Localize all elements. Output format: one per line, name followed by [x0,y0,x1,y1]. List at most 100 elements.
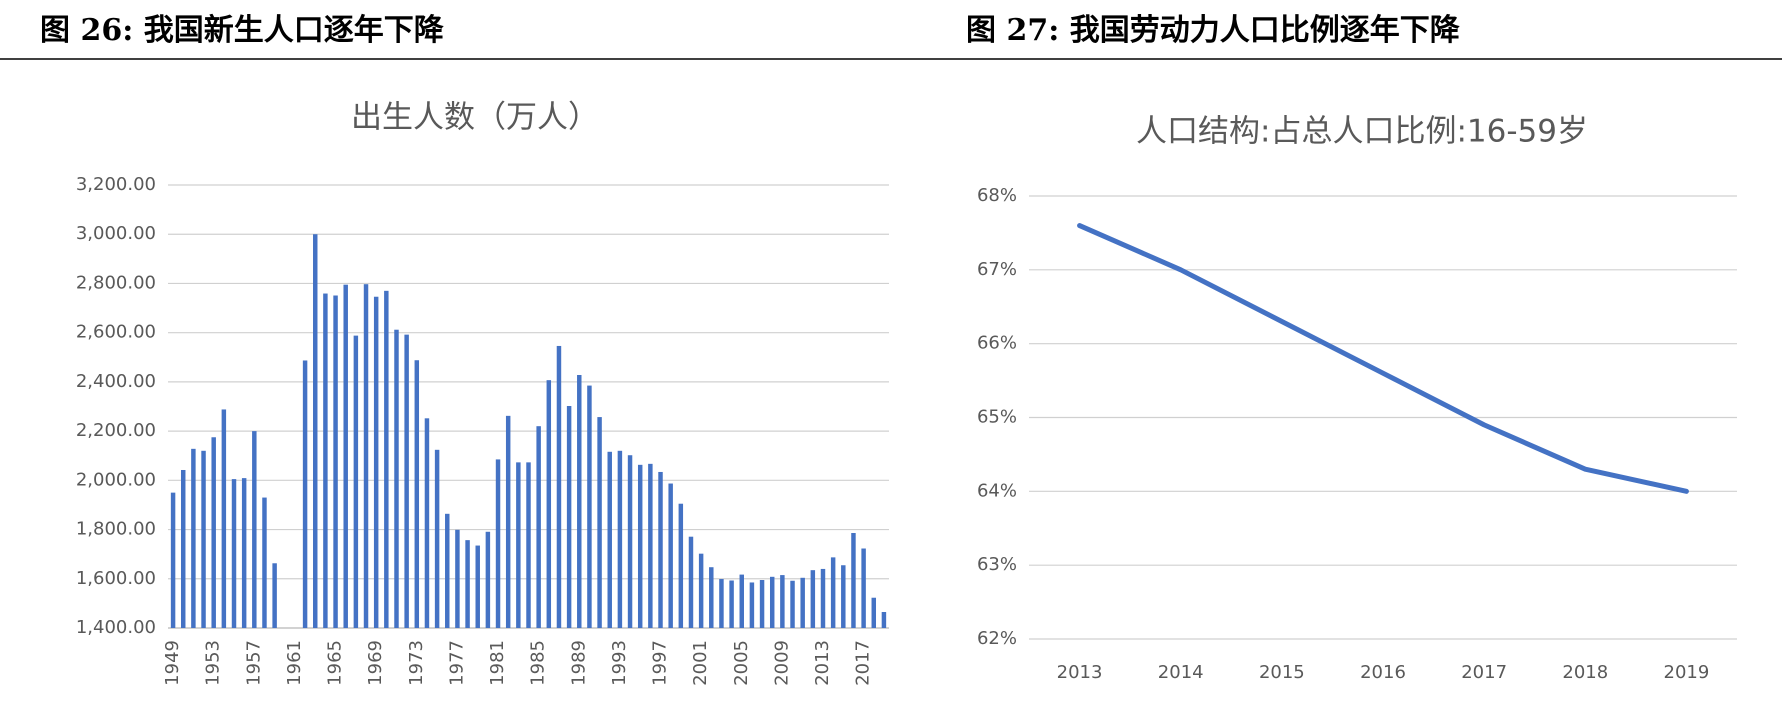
bar [353,335,359,628]
y-tick-label: 63% [977,554,1017,575]
bar [627,455,633,628]
x-tick-label: 2017 [1461,662,1507,683]
y-tick-label: 2,600.00 [76,322,156,343]
bar [241,478,247,628]
bar [170,492,176,628]
figure-heading: 图 27: 我国劳动力人口比例逐年下降 [966,13,1461,48]
bar [394,329,399,628]
bar [333,295,338,628]
bar [759,580,765,628]
bar [577,374,582,628]
bar [881,612,887,628]
x-tick-label: 1949 [162,640,183,686]
figure-heading: 图 26: 我国新生人口逐年下降 [40,13,445,48]
y-tick-label: 2,000.00 [76,469,156,490]
x-tick-label: 2009 [771,640,792,686]
x-tick-label: 1981 [487,640,508,686]
bar [658,471,663,628]
bar [820,568,826,628]
x-tick-label: 1973 [406,640,427,686]
bar [637,464,643,628]
bar [536,426,541,628]
bar [597,417,602,628]
bar [414,360,420,628]
bar [373,296,379,628]
x-tick-label: 2013 [812,640,833,686]
bar [455,529,460,628]
bar [272,563,277,628]
bar [465,540,470,628]
bar [556,345,562,628]
bar [546,380,552,628]
y-tick-label: 1,600.00 [76,568,156,589]
bar [221,409,227,628]
x-tick-label: 2001 [690,640,711,686]
bar [323,293,328,628]
x-tick-label: 2019 [1664,662,1710,683]
x-tick-label: 2016 [1360,662,1406,683]
bar [475,545,480,628]
bar [191,448,196,628]
y-tick-label: 2,400.00 [76,371,156,392]
bar [313,234,318,628]
x-tick-label: 1957 [243,640,264,686]
x-tick-label: 2013 [1057,662,1103,683]
bar [445,513,450,628]
bar [841,565,846,628]
bar [302,360,308,628]
bar [698,553,704,628]
bar [404,334,409,628]
y-tick-label: 67% [977,259,1017,280]
bar [830,557,836,628]
x-tick-label: 1985 [528,640,549,686]
x-tick-label: 1965 [325,640,346,686]
bar [851,533,856,628]
bar [729,580,734,628]
bar [800,577,805,628]
bar [495,459,501,628]
chart-title: 人口结构:占总人口比例:16-59岁 [1136,114,1588,150]
bar [607,451,612,628]
x-tick-label: 1989 [568,640,589,686]
bar [861,548,866,628]
bar [790,580,795,628]
y-tick-label: 3,000.00 [76,223,156,244]
y-tick-label: 2,800.00 [76,272,156,293]
bar [668,483,673,628]
x-tick-label: 1977 [446,640,467,686]
x-tick-label: 2015 [1259,662,1305,683]
bar [688,536,694,628]
bar [384,290,389,628]
bar [180,469,186,628]
x-tick-label: 2005 [731,640,752,686]
x-tick-label: 1953 [203,640,224,686]
bar [749,582,755,628]
y-tick-label: 2,200.00 [76,420,156,441]
bar [617,450,623,628]
bar [201,450,206,628]
bar [719,579,724,628]
bar [262,497,267,628]
y-tick-label: 62% [977,628,1017,649]
y-tick-label: 1,800.00 [76,519,156,540]
x-tick-label: 1993 [609,640,630,686]
bar [363,284,369,628]
bar [648,463,653,628]
bar [810,570,816,628]
bar [424,418,430,628]
bar [739,574,744,628]
x-tick-label: 2014 [1158,662,1204,683]
bar [434,449,440,628]
x-tick-label: 2017 [853,640,874,686]
bar [516,462,521,628]
bar [780,575,785,628]
x-tick-label: 2018 [1562,662,1608,683]
bar [871,597,877,628]
x-tick-label: 1961 [284,640,305,686]
x-tick-label: 1969 [365,640,386,686]
bar [231,479,237,628]
bar [505,415,511,628]
y-tick-label: 1,400.00 [76,617,156,638]
bar [566,406,572,628]
